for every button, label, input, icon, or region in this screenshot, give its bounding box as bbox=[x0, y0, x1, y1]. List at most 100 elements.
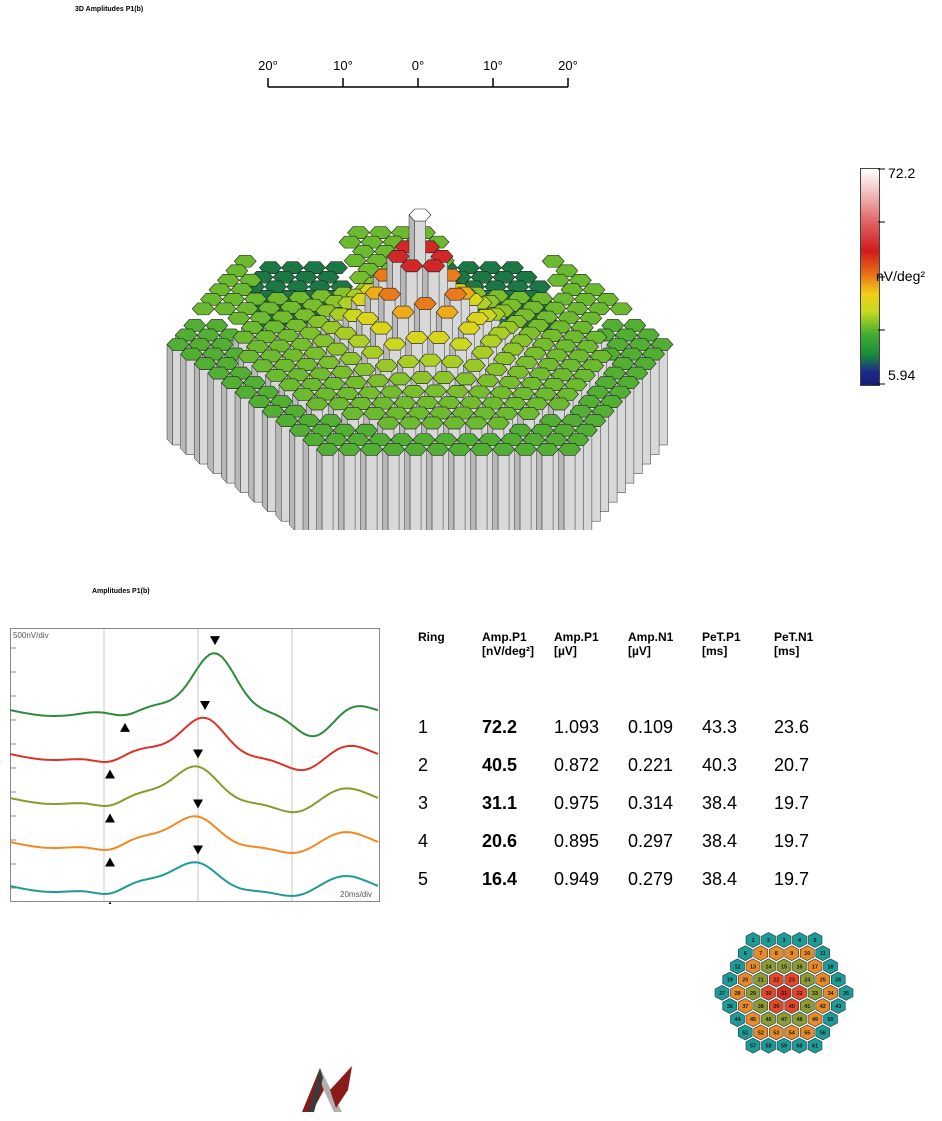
topography-cell bbox=[422, 259, 446, 273]
table-cell: 40.5 bbox=[482, 754, 518, 775]
column-side bbox=[409, 455, 422, 530]
column-side bbox=[470, 448, 477, 530]
hex-cell-label: 14 bbox=[765, 964, 772, 970]
hex-cell bbox=[815, 1024, 831, 1041]
topography-cell bbox=[427, 331, 451, 344]
hex-cell-label: 46 bbox=[765, 1017, 771, 1023]
table-row: 5 16.4 0.949 0.279 38.4 19.7 bbox=[418, 860, 834, 898]
table-cell: 16.4 bbox=[482, 868, 518, 889]
hex-cell-label: 19 bbox=[727, 978, 733, 984]
column-side bbox=[404, 448, 411, 530]
column-side bbox=[193, 362, 200, 465]
table-row: 1 72.2 1.093 0.109 43.3 23.6 bbox=[418, 708, 834, 746]
hex-cell bbox=[792, 932, 807, 948]
table-cell: 0.314 bbox=[628, 792, 674, 813]
hex-cell-label: 58 bbox=[765, 1044, 771, 1050]
table-cell: 0.279 bbox=[628, 868, 674, 889]
hex-cell-label: 23 bbox=[789, 978, 795, 984]
hex-cell-label: 2 bbox=[767, 938, 770, 944]
topography-cell bbox=[609, 302, 633, 316]
column-side bbox=[382, 448, 389, 530]
hex-cell-label: 18 bbox=[827, 964, 833, 970]
hex-cell-label: 6 bbox=[744, 951, 747, 957]
table-cell: 5 bbox=[418, 868, 429, 889]
hex-cell-label: 13 bbox=[750, 964, 756, 970]
p1-marker bbox=[210, 636, 220, 646]
hex-cell-label: 49 bbox=[812, 1017, 818, 1023]
hex-cell bbox=[745, 1037, 761, 1054]
hex-cell-label: 11 bbox=[820, 951, 826, 957]
hex-cell-label: 27 bbox=[719, 991, 725, 997]
column-side bbox=[261, 410, 268, 513]
hex-cell bbox=[753, 1024, 769, 1041]
hex-cell-label: 36 bbox=[727, 1004, 733, 1010]
hex-cell-label: 31 bbox=[781, 991, 787, 997]
column-header: PeT.P1 [ms] bbox=[702, 630, 741, 658]
scale-label: 0° bbox=[411, 58, 425, 73]
hex-cell bbox=[792, 958, 807, 975]
column-side bbox=[316, 448, 323, 530]
table-cell: 23.6 bbox=[774, 716, 810, 737]
topography-cell bbox=[435, 305, 459, 319]
column-side bbox=[536, 448, 543, 530]
hex-cell-label: 41 bbox=[804, 1004, 810, 1010]
n1-marker bbox=[105, 813, 115, 823]
hex-cell bbox=[776, 984, 792, 1001]
hex-cell bbox=[730, 984, 745, 1001]
hex-cell bbox=[745, 1011, 761, 1028]
table-cell: 20.7 bbox=[774, 754, 810, 775]
hex-cell-label: 25 bbox=[820, 978, 826, 984]
scale-label: 10° bbox=[333, 58, 353, 73]
scale-axis bbox=[267, 78, 569, 88]
hex-cell-label: 16 bbox=[796, 964, 802, 970]
hex-cell-label: 48 bbox=[796, 1017, 802, 1023]
ring-traces-plot: 500nV/div 20ms/div bbox=[10, 628, 380, 904]
column-side bbox=[180, 353, 187, 456]
table-cell: 40.3 bbox=[702, 754, 738, 775]
n1-marker bbox=[105, 769, 115, 779]
scale-label: 20° bbox=[558, 58, 578, 73]
topography-cell bbox=[462, 359, 486, 372]
hex-cell bbox=[753, 998, 769, 1014]
table-cell: 4 bbox=[418, 830, 429, 851]
trace-ring-3 bbox=[10, 765, 379, 814]
hex-cell bbox=[799, 1024, 815, 1041]
hex-cell-label: 29 bbox=[750, 991, 756, 997]
hex-cell-label: 51 bbox=[742, 1030, 748, 1036]
hex-cell bbox=[784, 971, 800, 988]
column-side bbox=[497, 455, 510, 530]
hex-cell-label: 44 bbox=[734, 1017, 741, 1023]
table-cell: 0.872 bbox=[554, 754, 600, 775]
hex-cell bbox=[761, 984, 776, 1001]
hex-cell bbox=[737, 1024, 753, 1041]
hex-cell-label: 5 bbox=[813, 938, 816, 944]
column-side bbox=[426, 448, 433, 530]
hex-cell-label: 59 bbox=[781, 1044, 787, 1050]
hex-cell-label: 7 bbox=[759, 951, 762, 957]
plot-grid bbox=[103, 629, 293, 901]
hex-cell-label: 61 bbox=[812, 1044, 818, 1050]
scale-label: 20° bbox=[258, 58, 278, 73]
hex-cell-label: 22 bbox=[773, 978, 779, 984]
column-header: Amp.P1 [µV] bbox=[554, 630, 599, 658]
column-side bbox=[343, 455, 356, 530]
color-scale-ticks bbox=[878, 168, 885, 385]
table-cell: 0.949 bbox=[554, 868, 600, 889]
table-cell: 0.109 bbox=[628, 716, 674, 737]
column-side bbox=[338, 448, 345, 530]
hex-cell-label: 39 bbox=[773, 1004, 779, 1010]
hex-cell bbox=[815, 945, 831, 962]
column-header: Amp.P1 [nV/deg²] bbox=[482, 630, 534, 658]
x-scale-label: 20ms/div bbox=[340, 890, 372, 899]
hex-cell bbox=[745, 984, 761, 1001]
hex-cell-label: 52 bbox=[758, 1030, 764, 1036]
column-side bbox=[207, 372, 214, 475]
hex-cell bbox=[776, 1011, 792, 1028]
topography-cell bbox=[486, 416, 510, 430]
hex-cell bbox=[792, 1037, 807, 1054]
hex-cell-label: 21 bbox=[758, 978, 764, 984]
column-side bbox=[431, 455, 444, 530]
n1-marker bbox=[120, 722, 130, 732]
hex-cell-label: 37 bbox=[742, 1004, 748, 1010]
hex-cell-label: 47 bbox=[781, 1017, 787, 1023]
